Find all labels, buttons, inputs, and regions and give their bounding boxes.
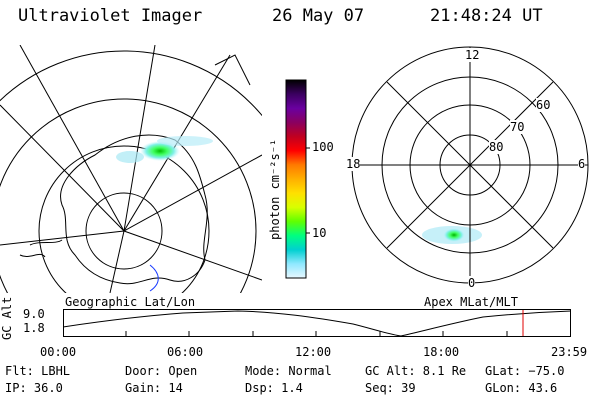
mlt-label-18: 18 [346, 157, 361, 171]
geographic-map [0, 45, 262, 293]
colorbar-unit-label: photon cm⁻²s⁻¹ [268, 138, 282, 240]
coastline [19, 239, 63, 258]
aurora-patch [116, 151, 144, 163]
status-filter: Flt: LBHL [5, 364, 71, 378]
mlat-label-70: 70 [510, 120, 525, 134]
meridian-line [0, 230, 125, 246]
meridian-line [123, 45, 156, 232]
coastline [60, 134, 208, 285]
mlat-label-60: 60 [536, 98, 551, 112]
aurora-patch [443, 228, 465, 242]
status-dsp: Dsp: 1.4 [245, 381, 303, 395]
alt-xtick-0: 00:00 [40, 345, 77, 359]
meridian-line [123, 230, 262, 281]
lat-circle [85, 192, 163, 270]
status-gc-alt: GC Alt: 8.1 Re [365, 364, 467, 378]
status-door: Door: Open [125, 364, 198, 378]
status-mode: Mode: Normal [245, 364, 332, 378]
meridian-line [19, 45, 125, 232]
mlt-line [386, 81, 554, 249]
left-panel-caption: Geographic Lat/Lon [65, 295, 196, 309]
lat-circle [0, 98, 257, 293]
mlt-label-12: 12 [465, 48, 480, 62]
status-gain: Gain: 14 [125, 381, 183, 395]
right-panel-caption: Apex MLat/MLT [424, 295, 518, 309]
meridian-line [0, 104, 125, 232]
aurora-patch [140, 141, 180, 161]
alt-xtick-1: 06:00 [167, 345, 204, 359]
status-glon: GLon: 43.6 [485, 381, 558, 395]
mlt-label-0: 0 [468, 276, 476, 290]
alt-ytick-bottom: 1.8 [23, 321, 45, 335]
mlt-label-6: 6 [578, 157, 586, 171]
coastline [214, 54, 251, 86]
alt-ytick-top: 9.0 [23, 307, 45, 321]
status-ip: IP: 36.0 [5, 381, 63, 395]
observation-date: 26 May 07 [272, 6, 365, 26]
altitude-curve [63, 310, 572, 337]
alt-ylabel: GC Alt [0, 296, 14, 340]
colorbar-tick-10: 10 [312, 226, 327, 240]
meridian-line [123, 154, 262, 232]
altitude-plot [63, 309, 572, 337]
lat-circle [0, 50, 262, 117]
alt-xtick-4: 23:59 [551, 345, 588, 359]
mlat-label-80: 80 [489, 140, 504, 154]
observation-time: 21:48:24 UT [430, 6, 543, 26]
lat-circle [38, 145, 210, 293]
aurora-patch [157, 136, 213, 146]
colorbar [285, 79, 310, 279]
alt-xtick-3: 18:00 [423, 345, 460, 359]
coastline [149, 264, 159, 292]
status-glat: GLat: −75.0 [485, 364, 565, 378]
alt-xtick-2: 12:00 [295, 345, 332, 359]
instrument-title: Ultraviolet Imager [18, 6, 203, 26]
status-seq: Seq: 39 [365, 381, 416, 395]
colorbar-tick-100: 100 [312, 140, 334, 154]
meridian-line [109, 230, 125, 293]
polar-plot [351, 46, 589, 284]
